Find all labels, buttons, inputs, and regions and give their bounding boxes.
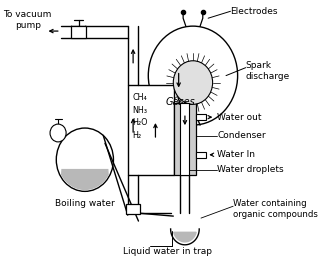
Text: Condenser: Condenser xyxy=(217,131,266,140)
Text: CH₄
NH₃
H₂O
H₂: CH₄ NH₃ H₂O H₂ xyxy=(132,94,148,140)
Bar xyxy=(196,114,206,120)
Text: Gases: Gases xyxy=(165,97,195,107)
Text: Electrodes: Electrodes xyxy=(231,7,278,16)
Bar xyxy=(71,26,86,38)
Bar xyxy=(180,103,190,175)
Text: Water droplets: Water droplets xyxy=(217,165,284,174)
Circle shape xyxy=(50,124,66,142)
Polygon shape xyxy=(174,232,196,242)
Text: Boiling water: Boiling water xyxy=(55,199,115,208)
Text: Liquid water in trap: Liquid water in trap xyxy=(123,247,213,256)
Circle shape xyxy=(56,128,114,191)
Polygon shape xyxy=(62,170,108,189)
Bar xyxy=(196,152,206,158)
Text: Water containing
organic compounds: Water containing organic compounds xyxy=(233,199,318,219)
Bar xyxy=(128,86,174,175)
Text: Water out: Water out xyxy=(217,113,262,122)
Circle shape xyxy=(148,26,238,125)
Text: Spark
discharge: Spark discharge xyxy=(246,61,290,81)
Text: To vacuum
pump: To vacuum pump xyxy=(4,10,52,30)
Bar xyxy=(126,204,140,214)
Bar xyxy=(174,103,196,175)
Text: Water In: Water In xyxy=(217,150,255,159)
Circle shape xyxy=(173,61,213,104)
